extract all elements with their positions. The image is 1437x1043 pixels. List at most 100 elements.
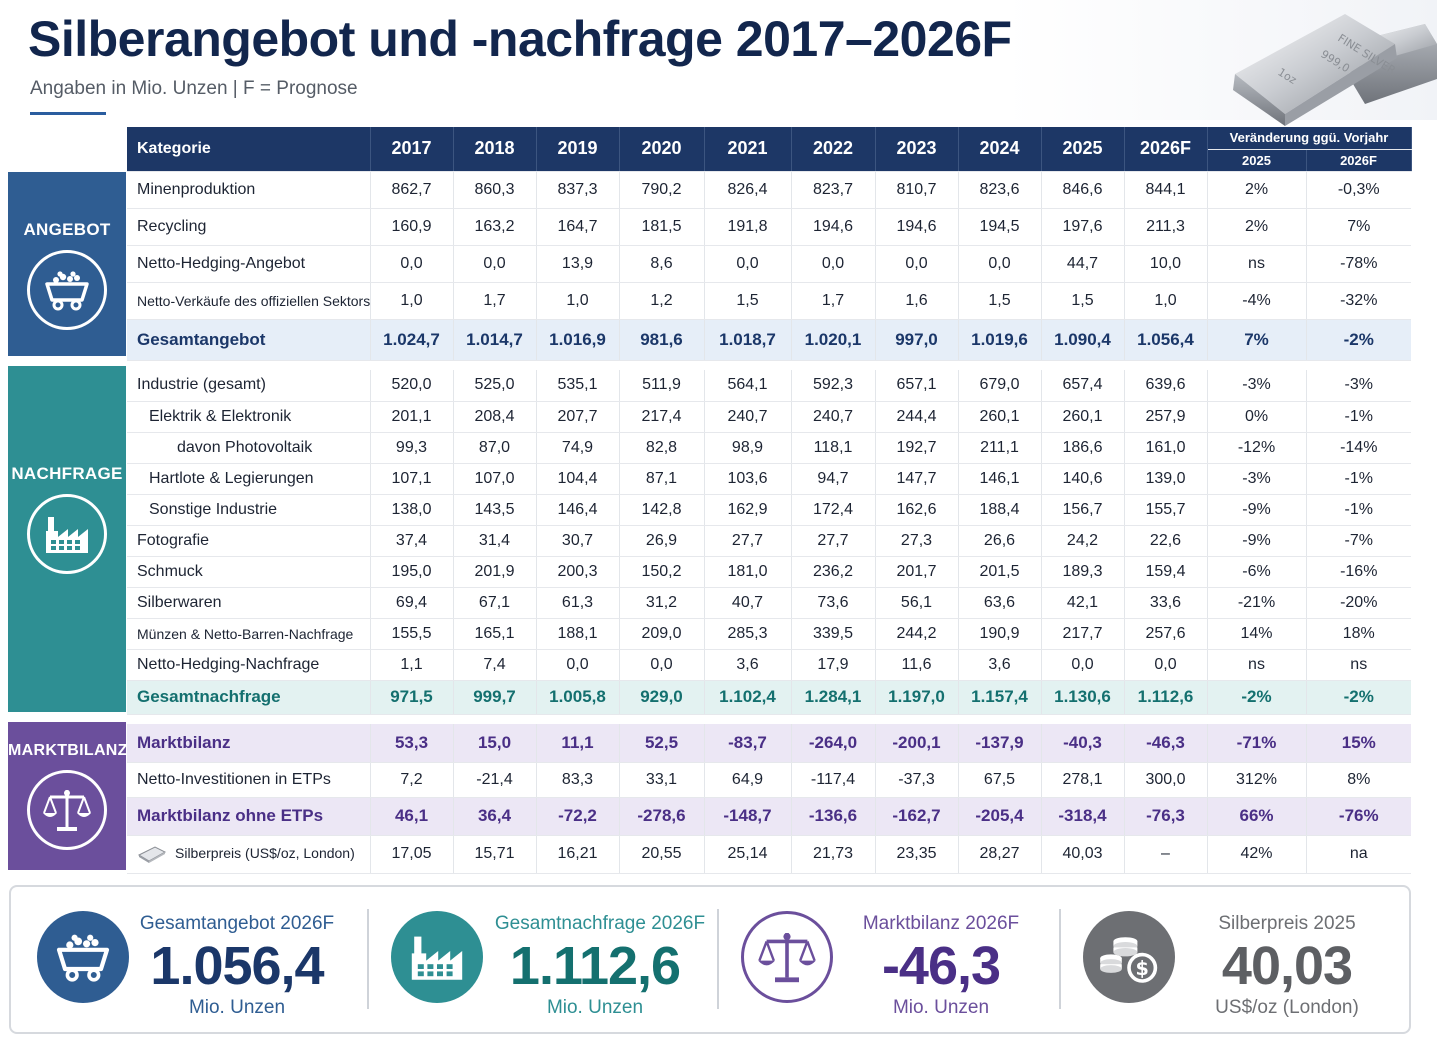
summary-market: Marktbilanz 2026F -46,3 Mio. Unzen [719, 887, 1059, 1032]
table-row: Minenproduktion 862,7 860,3 837,3 790,2 826,4… [127, 171, 1411, 209]
row-value: 520,0 [370, 370, 454, 402]
header-change-year: 2025 [1207, 148, 1307, 172]
row-value: 162,6 [875, 494, 959, 526]
row-value: 0,0 [370, 245, 454, 283]
row-value: 11,1 [536, 724, 620, 763]
table-subheader-row: 2025 2026F [127, 148, 1412, 172]
row-value: 837,3 [536, 171, 620, 209]
row-value: 209,0 [619, 618, 705, 650]
row-label-text: Silberpreis (US$/oz, London) [175, 844, 355, 861]
row-value: 1,5 [704, 282, 792, 320]
section-gap [127, 360, 1411, 370]
row-change: -2% [1306, 319, 1411, 361]
row-value: 999,7 [453, 680, 537, 715]
balance-scale-icon [741, 911, 833, 1003]
row-value: 1.090,4 [1041, 319, 1125, 361]
summary-demand-unit: Mio. Unzen [546, 997, 644, 1018]
row-value: 1,7 [791, 282, 876, 320]
section-gap [127, 714, 1411, 724]
row-value: 146,4 [536, 494, 620, 526]
row-value: 997,0 [875, 319, 959, 361]
table-row: davon Photovoltaik 99,3 87,0 74,9 82,8 98,9 11… [127, 432, 1411, 464]
header-change-year: 2026F [1306, 148, 1412, 172]
table-row: Hartlote & Legierungen 107,1 107,0 104,4 87,… [127, 463, 1411, 495]
row-value: 140,6 [1041, 463, 1125, 495]
table-row: Schmuck 195,0 201,9 200,3 150,2 181,0 236,2 201… [127, 556, 1411, 588]
row-value: 139,0 [1124, 463, 1208, 495]
row-value: 1.130,6 [1041, 680, 1125, 715]
row-value: -21,4 [453, 762, 537, 798]
row-value: 24,2 [1041, 525, 1125, 557]
row-label: Fotografie [127, 525, 371, 557]
row-value: 278,1 [1041, 762, 1125, 798]
row-value: -136,6 [791, 797, 876, 836]
row-value: 40,03 [1041, 835, 1125, 874]
row-value: 217,7 [1041, 618, 1125, 650]
band-market-label: MARKTBILANZ [8, 742, 128, 759]
row-value: -200,1 [875, 724, 959, 763]
row-value: 260,1 [958, 401, 1042, 433]
row-change: -2% [1306, 680, 1411, 715]
row-label: Minenproduktion [127, 171, 371, 209]
row-value: 56,1 [875, 587, 959, 619]
row-value: -148,7 [704, 797, 792, 836]
row-value: 1.018,7 [704, 319, 792, 361]
row-value: 42,1 [1041, 587, 1125, 619]
row-change: 18% [1306, 618, 1411, 650]
table-row: Gesamtnachfrage 971,5 999,7 1.005,8 929,0 1.1… [127, 680, 1411, 715]
row-value: 0,0 [536, 649, 620, 681]
row-value: 260,1 [1041, 401, 1125, 433]
row-value: 1,5 [1041, 282, 1125, 320]
row-value: 1,5 [958, 282, 1042, 320]
row-change: 42% [1207, 835, 1307, 874]
row-value: 164,7 [536, 208, 620, 246]
row-label-text: Silberwaren [137, 593, 222, 611]
summary-supply-value: 1.056,4 [150, 936, 324, 996]
row-value: 61,3 [536, 587, 620, 619]
row-value: 0,0 [704, 245, 792, 283]
row-value: 27,3 [875, 525, 959, 557]
row-label: Münzen & Netto-Barren-Nachfrage [127, 618, 371, 650]
row-value: 1,2 [619, 282, 705, 320]
summary-price: $ Silberpreis 2025 40,03 US$/oz (London) [1061, 887, 1409, 1032]
row-value: 194,5 [958, 208, 1042, 246]
row-label-text: Minenproduktion [137, 180, 256, 198]
row-label-text: Netto-Investitionen in ETPs [137, 770, 331, 788]
row-value: 195,0 [370, 556, 454, 588]
row-value: 94,7 [791, 463, 876, 495]
row-label: Silberpreis (US$/oz, London) [127, 835, 371, 874]
row-value: 971,5 [370, 680, 454, 715]
row-label-text: Netto-Hedging-Angebot [137, 254, 306, 272]
table-row: Silberpreis (US$/oz, London) 17,05 15,71 16… [127, 835, 1411, 874]
row-value: 257,6 [1124, 618, 1208, 650]
row-value: 104,4 [536, 463, 620, 495]
row-label-text: Gesamtnachfrage [137, 687, 281, 706]
table-row: Marktbilanz ohne ETPs 46,1 36,4 -72,2 -278,6… [127, 797, 1411, 836]
summary-divider [1059, 909, 1061, 1009]
row-label-text: Recycling [137, 217, 207, 235]
row-value: – [1124, 835, 1208, 874]
row-value: 155,5 [370, 618, 454, 650]
row-change: -6% [1207, 556, 1307, 588]
row-value: -72,2 [536, 797, 620, 836]
row-value: -40,3 [1041, 724, 1125, 763]
row-value: 21,73 [791, 835, 876, 874]
header-year: 2020 [619, 127, 705, 172]
row-value: 1.019,6 [958, 319, 1042, 361]
row-value: 208,4 [453, 401, 537, 433]
row-value: 27,7 [791, 525, 876, 557]
row-value: 163,2 [453, 208, 537, 246]
row-value: 201,9 [453, 556, 537, 588]
row-value: 26,9 [619, 525, 705, 557]
row-value: 181,5 [619, 208, 705, 246]
header-year: 2026F [1124, 127, 1208, 172]
header-year: 2022 [791, 127, 876, 172]
row-value: 981,6 [619, 319, 705, 361]
page-title: Silberangebot und -nachfrage 2017–2026F [28, 11, 1012, 67]
band-supply-label: ANGEBOT [23, 220, 111, 239]
row-value: 1.102,4 [704, 680, 792, 715]
row-change: -76% [1306, 797, 1411, 836]
row-value: 8,6 [619, 245, 705, 283]
row-value: 23,35 [875, 835, 959, 874]
row-value: 201,5 [958, 556, 1042, 588]
